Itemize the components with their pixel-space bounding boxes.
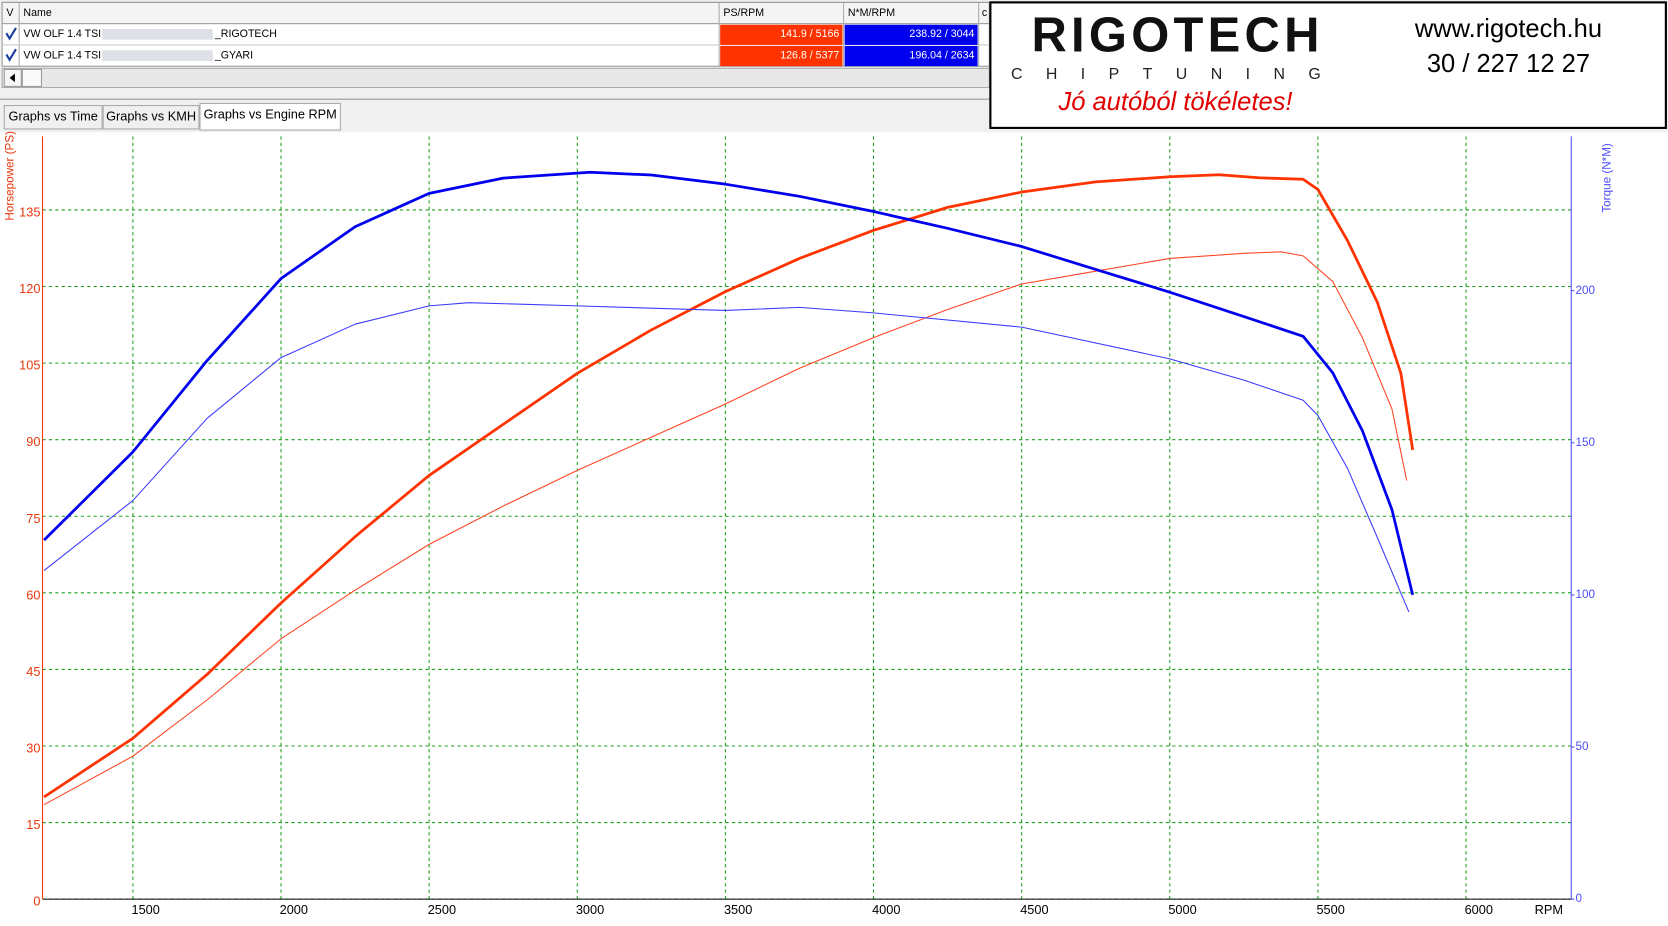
- logo-box: [989, 1, 1667, 129]
- logo-phone: 30 / 227 12 27: [1427, 50, 1590, 78]
- col-header: V: [6, 7, 14, 19]
- check-icon[interactable]: [5, 27, 17, 41]
- tab[interactable]: [3, 105, 103, 130]
- tab-label: Graphs vs KMH: [106, 109, 196, 124]
- tab-label: Graphs vs Engine RPM: [204, 107, 337, 122]
- torque-value: 196.04 / 2634: [909, 49, 974, 61]
- blur: [102, 28, 213, 40]
- col-header: PS/RPM: [723, 7, 764, 19]
- y-tick-label: 75: [26, 511, 40, 526]
- y-tick-label: 30: [26, 741, 40, 756]
- y-tick-label: 0: [33, 894, 40, 909]
- x-tick-label: 5000: [1168, 902, 1196, 917]
- check-icon[interactable]: [5, 48, 17, 62]
- y-axis-label: Horsepower (PS): [4, 131, 17, 221]
- logo-slogan: Jó autóból tökéletes!: [1057, 88, 1292, 116]
- curve: [43, 302, 1410, 613]
- arrow-icon: [9, 73, 15, 83]
- col-header: N*M/RPM: [848, 7, 895, 19]
- torque-cell: [844, 46, 978, 67]
- y-tick-label: 45: [26, 664, 40, 679]
- tab[interactable]: [102, 105, 200, 130]
- x-tick-label: 6000: [1465, 902, 1493, 917]
- ps-cell: [720, 46, 843, 67]
- curve: [43, 251, 1408, 806]
- tab-label: Graphs vs Time: [9, 109, 98, 124]
- y-tick-label: 135: [19, 205, 40, 220]
- x-tick-label: 2000: [280, 902, 308, 917]
- torque-value: 238.92 / 3044: [909, 28, 974, 40]
- blur: [102, 50, 213, 61]
- x-tick-label: 5500: [1316, 902, 1344, 917]
- x-tick-label: 4000: [872, 902, 900, 917]
- x-tick-label: 3000: [576, 902, 604, 917]
- y-tick-label: 90: [26, 434, 40, 449]
- x-axis-label: RPM: [1535, 902, 1563, 917]
- scroll-thumb[interactable]: [21, 68, 43, 87]
- logo-brand: RIGOTECH: [1031, 8, 1323, 62]
- y2-tick-label: 50: [1575, 740, 1589, 753]
- ps-value: 141.9 / 5166: [780, 28, 839, 40]
- logo-sub: CHIPTUNING: [1011, 66, 1344, 83]
- scrollbar[interactable]: [1, 67, 990, 89]
- y2-tick-label: 100: [1575, 588, 1595, 601]
- col-header: Name: [23, 7, 51, 19]
- x-tick-label: 3500: [724, 902, 752, 917]
- row-suffix: _GYARI: [214, 49, 253, 61]
- y-tick-label: 105: [19, 358, 40, 373]
- y2-tick-label: 150: [1575, 436, 1595, 449]
- x-tick-label: 2500: [428, 902, 456, 917]
- y2-axis-label: Torque (N*M): [1600, 143, 1613, 213]
- y-tick-label: 15: [26, 817, 40, 832]
- table-header: [1, 1, 990, 25]
- torque-cell: [844, 24, 978, 45]
- y2-tick-label: 200: [1575, 284, 1595, 297]
- row-name: VW OLF 1.4 TSI: [23, 28, 101, 40]
- col-header: c: [982, 7, 988, 19]
- curve: [43, 170, 1415, 596]
- plot-background: [0, 132, 1668, 926]
- row-suffix: _RIGOTECH: [214, 28, 277, 40]
- y2-tick-label: 0: [1575, 892, 1582, 905]
- y-tick-label: 120: [19, 281, 40, 296]
- ps-value: 126.8 / 5377: [780, 49, 839, 61]
- x-tick-label: 1500: [131, 902, 159, 917]
- logo-web: www.rigotech.hu: [1414, 15, 1602, 43]
- tab-active[interactable]: [199, 102, 341, 131]
- x-tick-label: 4500: [1020, 902, 1048, 917]
- row-name: VW OLF 1.4 TSI: [23, 49, 101, 61]
- ps-cell: [720, 24, 843, 45]
- y-tick-label: 60: [26, 587, 40, 602]
